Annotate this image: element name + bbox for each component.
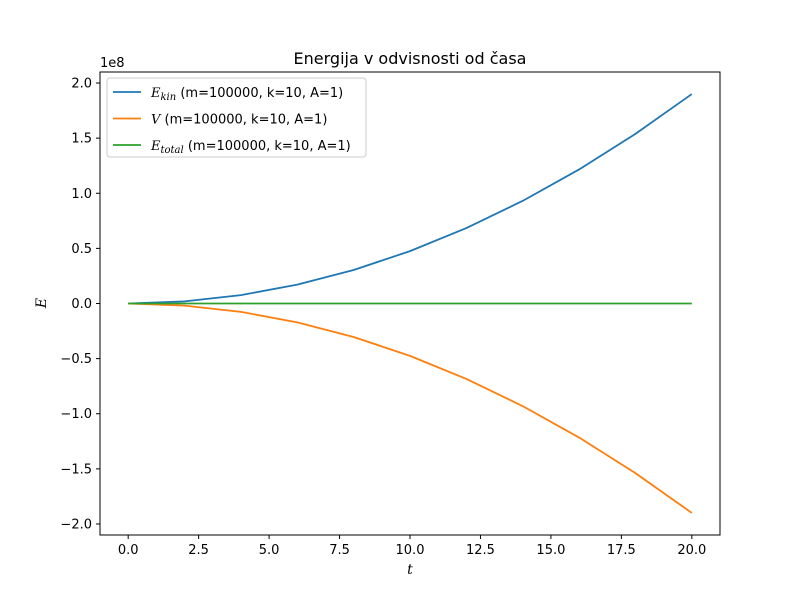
y-axis-title: E bbox=[34, 298, 50, 309]
series-line-0 bbox=[128, 93, 693, 305]
x-tick-label: 2.5 bbox=[188, 543, 209, 558]
x-tick-label: 15.0 bbox=[536, 543, 565, 558]
legend-symbol: V bbox=[151, 113, 162, 128]
series-line-1 bbox=[128, 302, 693, 514]
chart-title: Energija v odvisnosti od časa bbox=[294, 49, 527, 68]
y-offset-label: 1e8 bbox=[100, 56, 125, 71]
y-tick-label: 1.0 bbox=[71, 187, 92, 202]
legend-suffix: (m=100000, k=10, A=1) bbox=[184, 139, 351, 154]
x-tick-label: 17.5 bbox=[607, 543, 636, 558]
legend-box bbox=[106, 77, 367, 158]
x-tick-label: 12.5 bbox=[466, 543, 495, 558]
legend-subscript: total bbox=[161, 145, 184, 156]
x-tick-label: 5.0 bbox=[259, 543, 280, 558]
legend-label-1: V (m=100000, k=10, A=1) bbox=[151, 113, 327, 128]
legend-label-0: Ekin (m=100000, k=10, A=1) bbox=[150, 86, 343, 103]
plot-area: 0.0 2.5 5.0 7.5 10.0 12.5 15.0 17.5 20.0 2.0 1.5 1.… bbox=[60, 71, 721, 558]
legend-label-2: Etotal (m=100000, k=10, A=1) bbox=[150, 139, 351, 156]
y-tick-label: −1.0 bbox=[60, 407, 92, 422]
x-tick-label: 20.0 bbox=[677, 543, 706, 558]
y-tick-label: −0.5 bbox=[60, 352, 92, 367]
y-tick-label: 0.5 bbox=[71, 242, 92, 257]
x-tick-label: 0.0 bbox=[118, 543, 139, 558]
y-tick-label: 0.0 bbox=[71, 297, 92, 312]
legend-suffix: (m=100000, k=10, A=1) bbox=[176, 86, 343, 101]
legend-suffix: (m=100000, k=10, A=1) bbox=[160, 113, 327, 128]
y-tick-label: 2.0 bbox=[71, 77, 92, 92]
legend-symbol: E bbox=[150, 139, 161, 154]
legend: Ekin (m=100000, k=10, A=1)V (m=100000, k… bbox=[106, 77, 367, 158]
legend-subscript: kin bbox=[161, 92, 177, 103]
legend-symbol: E bbox=[150, 86, 161, 101]
x-tick-label: 7.5 bbox=[329, 543, 350, 558]
x-tick-label: 10.0 bbox=[396, 543, 425, 558]
plot-frame bbox=[99, 71, 721, 536]
y-tick-label: −1.5 bbox=[60, 462, 92, 477]
x-axis-title: t bbox=[407, 562, 413, 578]
y-tick-label: −2.0 bbox=[60, 517, 92, 532]
y-tick-label: 1.5 bbox=[71, 132, 92, 147]
